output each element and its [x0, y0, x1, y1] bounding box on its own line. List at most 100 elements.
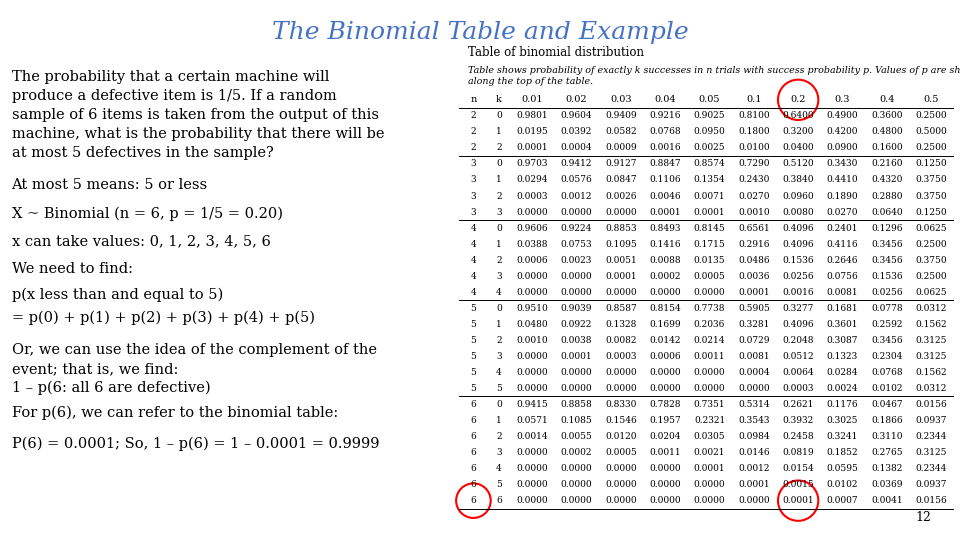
- Text: 0.4116: 0.4116: [827, 240, 858, 248]
- Text: The probability that a certain machine will
produce a defective item is 1/5. If : The probability that a certain machine w…: [12, 70, 384, 160]
- Text: 0.0000: 0.0000: [561, 496, 592, 505]
- Text: 0.0000: 0.0000: [605, 207, 636, 217]
- Text: 0.8100: 0.8100: [738, 111, 770, 120]
- Text: 0.1699: 0.1699: [649, 320, 681, 329]
- Text: 0.04: 0.04: [655, 96, 676, 104]
- Text: 0.02: 0.02: [565, 96, 588, 104]
- Text: 4: 4: [470, 240, 476, 248]
- Text: 2: 2: [496, 336, 502, 345]
- Text: 0.8847: 0.8847: [649, 159, 681, 168]
- Text: 0.9703: 0.9703: [516, 159, 548, 168]
- Text: 0.2880: 0.2880: [871, 192, 902, 200]
- Text: 6: 6: [470, 496, 476, 505]
- Text: 0.1890: 0.1890: [827, 192, 858, 200]
- Text: 0.9216: 0.9216: [650, 111, 681, 120]
- Text: 0.1546: 0.1546: [605, 416, 636, 425]
- Text: 3: 3: [470, 207, 476, 217]
- Text: 0.0000: 0.0000: [516, 288, 548, 296]
- Text: 0.2430: 0.2430: [738, 176, 770, 185]
- Text: 0.3430: 0.3430: [827, 159, 858, 168]
- Text: 0.0000: 0.0000: [516, 352, 548, 361]
- Text: 0.0960: 0.0960: [782, 192, 814, 200]
- Text: 0.0576: 0.0576: [561, 176, 592, 185]
- Text: 0.0000: 0.0000: [605, 368, 636, 377]
- Text: 0.0025: 0.0025: [694, 144, 726, 152]
- Text: 0.2621: 0.2621: [782, 400, 814, 409]
- Text: 0.0256: 0.0256: [871, 288, 902, 296]
- Text: 0.0256: 0.0256: [782, 272, 814, 281]
- Text: 0.0135: 0.0135: [694, 255, 726, 265]
- Text: 0.0000: 0.0000: [649, 480, 681, 489]
- Text: 0.0000: 0.0000: [694, 368, 726, 377]
- Text: 0.0270: 0.0270: [738, 192, 770, 200]
- Text: 0.1852: 0.1852: [827, 448, 858, 457]
- Text: 0.0036: 0.0036: [738, 272, 770, 281]
- Text: 4: 4: [470, 272, 476, 281]
- Text: 0.0005: 0.0005: [694, 272, 726, 281]
- Text: 0.9025: 0.9025: [694, 111, 726, 120]
- Text: 5: 5: [470, 320, 476, 329]
- Text: 0.3: 0.3: [835, 96, 851, 104]
- Text: 0.4: 0.4: [879, 96, 895, 104]
- Text: 5: 5: [496, 480, 502, 489]
- Text: 0.7351: 0.7351: [694, 400, 726, 409]
- Text: 0.0937: 0.0937: [916, 416, 947, 425]
- Text: 0.0000: 0.0000: [738, 496, 770, 505]
- Text: 0.8858: 0.8858: [561, 400, 592, 409]
- Text: 0.0006: 0.0006: [516, 255, 548, 265]
- Text: 0.4200: 0.4200: [827, 127, 858, 137]
- Text: 0.0000: 0.0000: [516, 368, 548, 377]
- Text: 0.3125: 0.3125: [916, 448, 947, 457]
- Text: 0.0000: 0.0000: [516, 207, 548, 217]
- Text: 0.1866: 0.1866: [871, 416, 902, 425]
- Text: 0.0001: 0.0001: [694, 207, 726, 217]
- Text: 0.0000: 0.0000: [605, 384, 636, 393]
- Text: 0.0003: 0.0003: [605, 352, 636, 361]
- Text: 0.0305: 0.0305: [694, 432, 726, 441]
- Text: 0.0778: 0.0778: [871, 304, 902, 313]
- Text: 0.0146: 0.0146: [738, 448, 770, 457]
- Text: 0.3750: 0.3750: [915, 176, 947, 185]
- Text: 0: 0: [496, 224, 502, 233]
- Text: 0.0012: 0.0012: [561, 192, 592, 200]
- Text: 0: 0: [496, 111, 502, 120]
- Text: 0.8574: 0.8574: [694, 159, 726, 168]
- Text: 0.1176: 0.1176: [827, 400, 858, 409]
- Text: 0.0001: 0.0001: [561, 352, 592, 361]
- Text: 0.8154: 0.8154: [649, 304, 681, 313]
- Text: 0.1323: 0.1323: [827, 352, 858, 361]
- Text: 0.0922: 0.0922: [561, 320, 592, 329]
- Text: 0.2765: 0.2765: [871, 448, 902, 457]
- Text: 0.0000: 0.0000: [561, 368, 592, 377]
- Text: 0: 0: [496, 304, 502, 313]
- Text: 0.1354: 0.1354: [694, 176, 726, 185]
- Text: 0.0000: 0.0000: [561, 464, 592, 473]
- Text: X ~ Binomial (n = 6, p = 1/5 = 0.20): X ~ Binomial (n = 6, p = 1/5 = 0.20): [12, 206, 282, 221]
- Text: 0.0595: 0.0595: [827, 464, 858, 473]
- Text: 4: 4: [470, 255, 476, 265]
- Text: 1: 1: [496, 176, 502, 185]
- Text: 2: 2: [496, 255, 502, 265]
- Text: 0.2036: 0.2036: [694, 320, 725, 329]
- Text: 0.0000: 0.0000: [694, 288, 726, 296]
- Text: Table of binomial distribution: Table of binomial distribution: [468, 46, 643, 59]
- Text: 0.3200: 0.3200: [782, 127, 814, 137]
- Text: 0.0002: 0.0002: [650, 272, 681, 281]
- Text: 0.4320: 0.4320: [871, 176, 902, 185]
- Text: 0.0046: 0.0046: [649, 192, 681, 200]
- Text: 0.5314: 0.5314: [738, 400, 770, 409]
- Text: 0.0001: 0.0001: [649, 207, 681, 217]
- Text: 0.0007: 0.0007: [827, 496, 858, 505]
- Text: 0.0400: 0.0400: [782, 144, 814, 152]
- Text: P(6) = 0.0001; So, 1 – p(6) = 1 – 0.0001 = 0.9999: P(6) = 0.0001; So, 1 – p(6) = 1 – 0.0001…: [12, 436, 379, 451]
- Text: 0.0900: 0.0900: [827, 144, 858, 152]
- Text: 0.1957: 0.1957: [649, 416, 681, 425]
- Text: 3: 3: [496, 448, 502, 457]
- Text: 0.0003: 0.0003: [516, 192, 548, 200]
- Text: 0.3456: 0.3456: [871, 255, 902, 265]
- Text: 0.2916: 0.2916: [738, 240, 770, 248]
- Text: 6: 6: [470, 432, 476, 441]
- Text: 0.1800: 0.1800: [738, 127, 770, 137]
- Text: 0.0026: 0.0026: [605, 192, 636, 200]
- Text: 4: 4: [470, 288, 476, 296]
